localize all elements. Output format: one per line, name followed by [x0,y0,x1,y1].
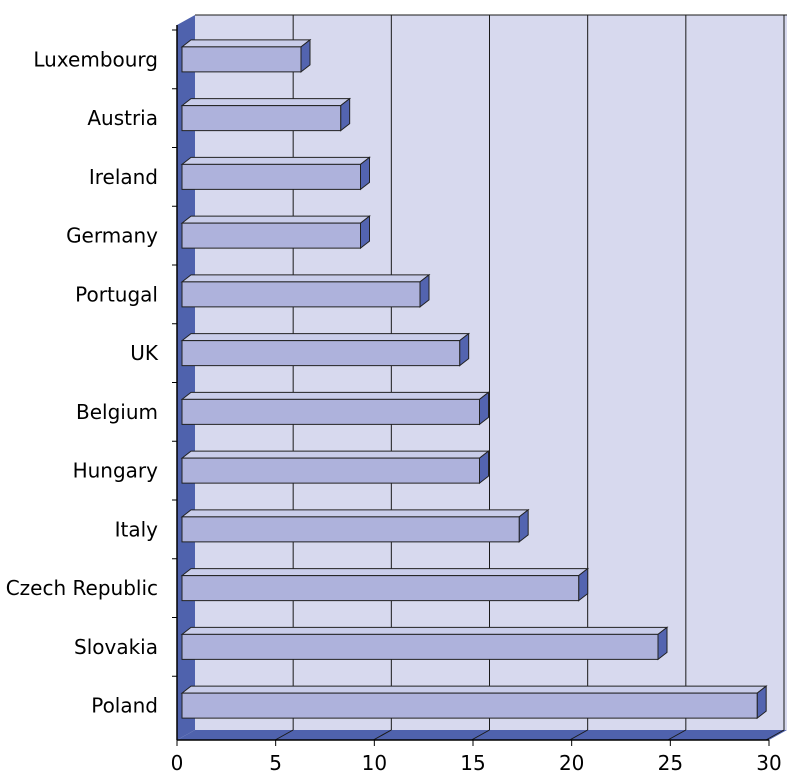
bar-top [180,215,371,224]
bar-front [181,457,480,484]
category-label: Austria [87,106,158,130]
category-label: Portugal [75,282,158,306]
category-label: Germany [66,224,158,248]
category-label: Italy [115,517,159,541]
floor-gridline [569,729,588,741]
bar-top [180,509,530,518]
bar-top [180,156,371,165]
x-tick-label: 30 [756,751,781,775]
floor-gridline [667,729,687,741]
bar [180,450,490,485]
bar-front [181,163,361,190]
axes [172,25,770,746]
bar-front [181,46,302,73]
bar-front [181,692,758,719]
floor-gridline [373,729,392,741]
bar-top [180,98,352,107]
bar [180,97,352,132]
x-tick-label: 5 [269,751,282,775]
floor-gridline [471,729,490,741]
labels: Luxembourg Austria Ireland Germany Portugal U… [6,47,782,775]
category-label: Slovakia [74,635,158,659]
bar-top [180,568,590,577]
bar-front [181,281,421,308]
category-label: Hungary [73,459,159,483]
x-tick-label: 0 [171,751,184,775]
bar [180,508,530,543]
bar [180,685,768,720]
bar-front [181,575,580,602]
side-wall [177,15,195,740]
bar [180,273,431,308]
bar [180,156,371,191]
bar-front [181,398,480,425]
bar-front [181,340,461,367]
bar [180,391,490,426]
category-label: Czech Republic [6,576,158,600]
bar-top [180,274,431,283]
bars [180,38,768,720]
bar-front [181,222,361,249]
bar-top [180,39,312,48]
gridlines [195,14,787,741]
bar [180,215,371,250]
floor-gridline [765,729,785,741]
x-tick-label: 20 [559,751,584,775]
category-label: Luxembourg [33,47,158,71]
floor [177,730,787,740]
bar-front [181,105,342,132]
floor-gridline [274,729,294,741]
category-label: Belgium [76,400,158,424]
bar [180,626,669,661]
bar-front [181,516,520,543]
category-label: UK [130,341,159,365]
bar [180,38,312,73]
bar-top [180,450,490,459]
category-label: Poland [91,694,158,718]
x-tick-label: 15 [460,751,485,775]
x-tick-label: 10 [362,751,387,775]
category-label: Ireland [89,165,158,189]
bar-top [180,333,471,342]
bar-front [181,633,659,660]
bar-top [180,685,768,694]
bar-top [180,391,490,400]
bar [180,332,471,367]
x-tick-label: 25 [658,751,683,775]
bar [180,567,590,602]
bar-top [180,626,669,635]
